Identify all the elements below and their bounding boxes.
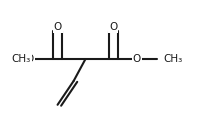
Text: CH₃: CH₃: [164, 54, 183, 64]
Text: O: O: [109, 22, 118, 32]
Text: O: O: [133, 54, 141, 64]
Text: O: O: [25, 54, 34, 64]
Text: CH₃: CH₃: [11, 54, 31, 64]
Text: O: O: [53, 22, 62, 32]
